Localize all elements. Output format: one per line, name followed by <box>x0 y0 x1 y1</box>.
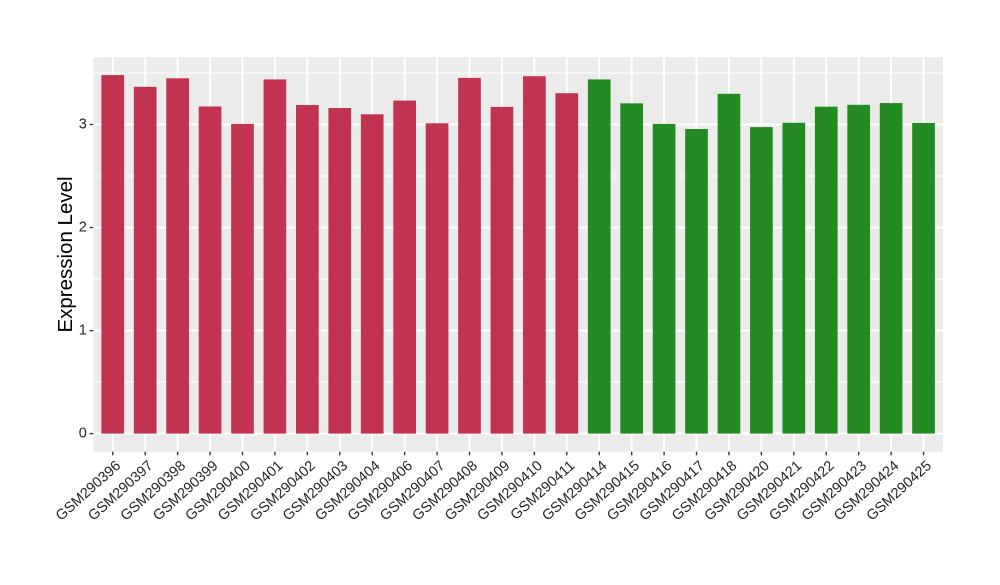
svg-text:3: 3 <box>79 117 87 133</box>
svg-text:1: 1 <box>79 323 87 339</box>
svg-text:2: 2 <box>79 220 87 236</box>
svg-text:0: 0 <box>79 426 87 442</box>
svg-text:Expression Level: Expression Level <box>54 176 77 332</box>
